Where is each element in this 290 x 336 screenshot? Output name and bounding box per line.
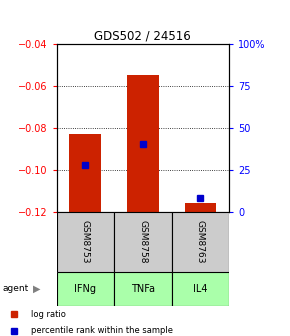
Text: IFNg: IFNg [74,284,96,294]
Title: GDS502 / 24516: GDS502 / 24516 [95,30,191,43]
Text: GSM8758: GSM8758 [138,220,147,264]
Bar [127,75,159,212]
Text: IL4: IL4 [193,284,208,294]
Bar [172,212,229,272]
Bar [57,212,114,272]
Text: GSM8753: GSM8753 [81,220,90,264]
Bar [184,203,216,212]
Bar [114,212,172,272]
Bar [114,272,172,306]
Text: percentile rank within the sample: percentile rank within the sample [31,327,173,335]
Text: GSM8763: GSM8763 [196,220,205,264]
Bar [172,272,229,306]
Text: log ratio: log ratio [31,310,66,319]
Text: agent: agent [3,285,29,293]
Text: ▶: ▶ [33,284,41,294]
Bar [70,134,101,212]
Bar [57,272,114,306]
Text: TNFa: TNFa [131,284,155,294]
